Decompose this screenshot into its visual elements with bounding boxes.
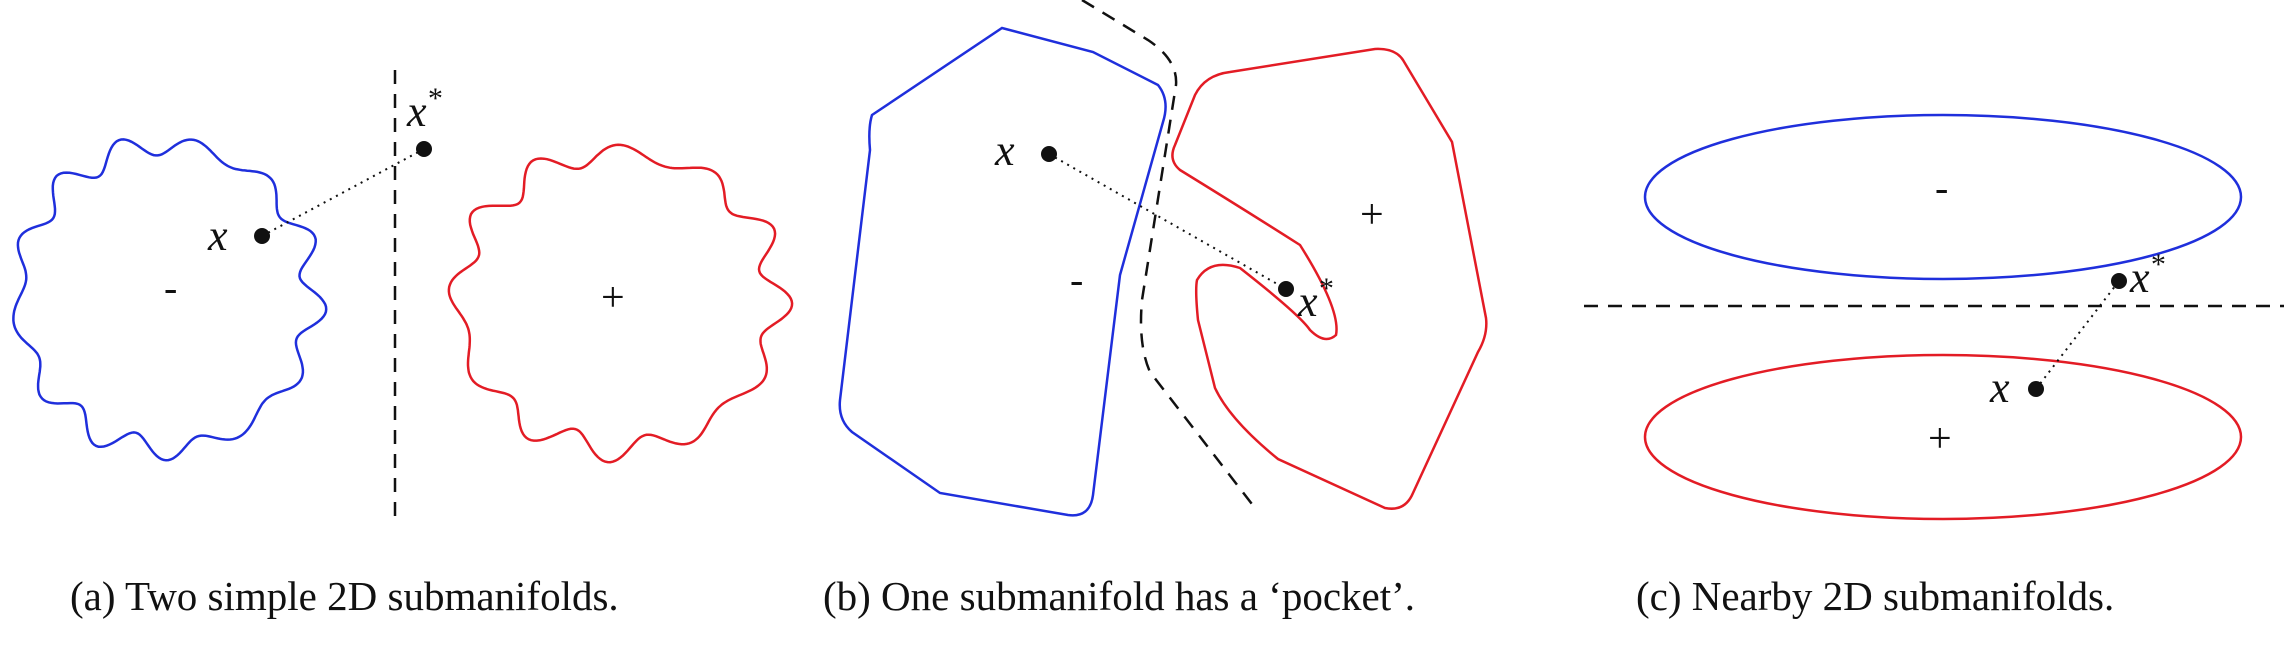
point-x-label-a: x <box>207 211 228 260</box>
decision-boundary-b <box>1081 0 1256 509</box>
adversarial-label-b: x* <box>1297 272 1333 326</box>
caption-a: (a) Two simple 2D submanifolds. <box>70 573 619 619</box>
panel-a: x x* - + <box>12 70 794 520</box>
adversarial-label-a: x* <box>406 82 442 136</box>
point-x-label-b: x <box>994 126 1015 175</box>
positive-submanifold-c <box>1643 353 2243 521</box>
positive-class-label-a: + <box>601 275 625 321</box>
negative-class-label-a: - <box>164 265 177 310</box>
panel-b: x x* - + <box>838 0 1488 517</box>
point-x-c <box>2028 381 2044 397</box>
panel-c: x x* - + <box>1584 113 2284 521</box>
adversarial-point-a <box>416 141 432 157</box>
perturbation-path-c <box>2035 280 2120 390</box>
positive-submanifold-a <box>447 143 794 464</box>
caption-b: (b) One submanifold has a ‘pocket’. <box>823 573 1416 619</box>
positive-class-label-c: + <box>1928 416 1952 462</box>
positive-submanifold-b <box>1171 47 1488 510</box>
adversarial-label-c: x* <box>2129 248 2165 302</box>
negative-class-label-c: - <box>1935 165 1948 210</box>
point-x-label-c: x <box>1989 363 2010 412</box>
point-x-a <box>254 228 270 244</box>
positive-class-label-b: + <box>1360 192 1384 238</box>
point-x-b <box>1041 146 1057 162</box>
caption-c: (c) Nearby 2D submanifolds. <box>1636 573 2115 619</box>
negative-submanifold-b <box>838 26 1167 517</box>
adversarial-point-c <box>2111 273 2127 289</box>
negative-submanifold-c <box>1643 113 2243 281</box>
negative-submanifold-a <box>12 138 328 462</box>
negative-class-label-b: - <box>1070 257 1083 302</box>
perturbation-path-a <box>261 148 425 237</box>
adversarial-point-b <box>1278 281 1294 297</box>
perturbation-path-b <box>1048 153 1287 290</box>
